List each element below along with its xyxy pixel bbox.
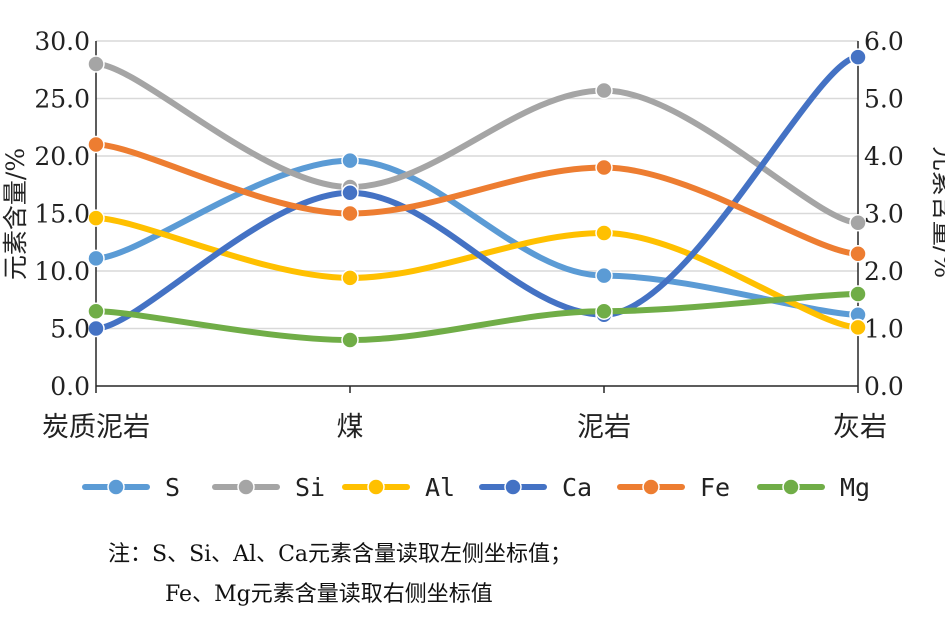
data-point-ca [87, 319, 105, 338]
y-tick-label-right: 4.0 [864, 142, 904, 171]
data-point-s [595, 266, 613, 285]
data-point-mg [87, 302, 105, 320]
gridlines [96, 40, 858, 330]
legend-label-s: S [165, 473, 180, 502]
data-point-ca [341, 184, 359, 202]
legend-marker-ca [504, 478, 522, 496]
legend-label-mg: Mg [840, 473, 870, 502]
data-point-fe [87, 135, 105, 154]
data-point-al [595, 224, 613, 242]
data-point-s [87, 249, 105, 268]
y-tick-label-right: 5.0 [864, 85, 904, 114]
legend-marker-fe [642, 478, 660, 496]
series-line-ca [93, 54, 861, 332]
y-tick-label-left: 30.0 [34, 27, 90, 56]
y-tick-label-left: 10.0 [34, 257, 90, 286]
data-point-ca [849, 48, 867, 66]
y-tick-label-right: 2.0 [864, 257, 904, 286]
y-tick-label-left: 20.0 [34, 142, 90, 171]
series-line-s [93, 157, 861, 318]
data-point-mg [341, 331, 359, 349]
series-lines [87, 48, 867, 349]
legend-label-al: Al [425, 473, 455, 502]
y-axis-title-left: 元素含量/% [1, 148, 30, 280]
data-point-mg [849, 285, 867, 303]
y-tick-label-right: 0.0 [864, 372, 904, 401]
data-point-fe [341, 204, 359, 223]
legend-marker-s [107, 478, 125, 496]
footnote-line-2: Fe、Mg元素含量读取右侧坐标值 [165, 582, 493, 607]
legend-marker-si [237, 478, 255, 496]
legend: S Si Al Ca Fe Mg [82, 473, 870, 502]
x-category-label: 泥岩 [577, 412, 631, 443]
legend-marker-al [367, 478, 385, 496]
y-tick-label-left: 5.0 [50, 315, 90, 344]
x-category-label: 煤 [337, 412, 364, 443]
y-tick-label-left: 15.0 [34, 200, 90, 229]
series-line-fe [93, 141, 861, 257]
y-tick-label-right: 3.0 [864, 200, 904, 229]
legend-label-fe: Fe [700, 473, 730, 502]
data-point-s [341, 151, 359, 170]
y-tick-label-right: 1.0 [864, 315, 904, 344]
legend-label-si: Si [295, 473, 325, 502]
x-category-label: 灰岩 [833, 412, 887, 443]
data-point-al [341, 269, 359, 287]
legend-marker-mg [782, 478, 800, 496]
y-tick-label-right: 6.0 [864, 27, 904, 56]
data-point-fe [849, 245, 867, 263]
data-point-si [87, 55, 105, 73]
data-point-si [849, 213, 867, 232]
footnote-line-1: 注：S、Si、Al、Ca元素含量读取左侧坐标值； [108, 542, 573, 567]
y-axis-title-right: 元素含量/% [929, 146, 945, 278]
series-line-si [93, 61, 861, 226]
axis-labels: 0.0 5.0 10.0 15.0 20.0 25.0 30.0 0.0 1.0 2.0 3.0 4.… [1, 27, 945, 443]
series-line-mg [93, 291, 861, 343]
x-category-label: 炭质泥岩 [42, 412, 150, 443]
data-point-fe [595, 158, 613, 177]
series-line-al [93, 215, 861, 331]
data-point-si [595, 81, 613, 100]
data-point-mg [595, 302, 613, 320]
y-tick-label-left: 25.0 [34, 85, 90, 114]
legend-label-ca: Ca [562, 473, 592, 502]
data-point-al [849, 318, 867, 337]
data-point-al [87, 209, 105, 227]
y-tick-label-left: 0.0 [50, 372, 90, 401]
